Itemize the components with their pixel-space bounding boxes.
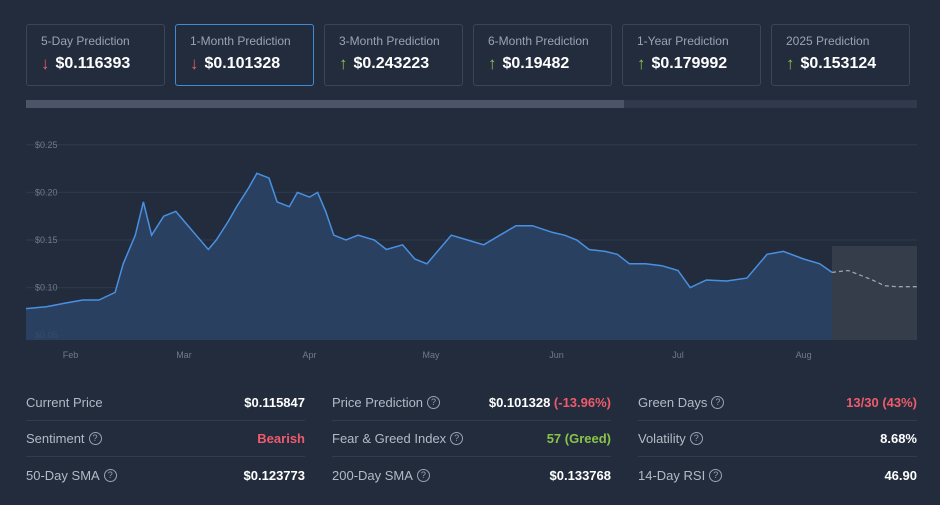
stat-label: Current Price	[26, 395, 103, 410]
stat-200-day-sma: 200-Day SMA? $0.133768	[332, 457, 611, 493]
card-label: 2025 Prediction	[786, 34, 870, 48]
arrow-up-icon: ↑	[488, 54, 497, 73]
stat-green-days: Green Days? 13/30 (43%)	[638, 385, 917, 421]
card-label: 1-Year Prediction	[637, 34, 729, 48]
price-chart: $0.25$0.20$0.15$0.10$0.05FebMarAprMayJun…	[25, 140, 917, 360]
chart-scrollbar[interactable]	[26, 100, 917, 108]
stats-table: Current Price $0.115847 Price Prediction…	[26, 385, 917, 493]
arrow-down-icon: ↓	[41, 54, 50, 73]
stat-value: 46.90	[884, 467, 917, 483]
x-tick-label: May	[422, 350, 440, 360]
x-tick-label: Apr	[302, 350, 316, 360]
help-icon[interactable]: ?	[711, 396, 725, 409]
stat-label: Price Prediction	[332, 395, 424, 410]
x-tick-label: Feb	[63, 350, 79, 360]
card-label: 3-Month Prediction	[339, 34, 440, 48]
card-value: $0.179992	[651, 55, 728, 72]
prediction-cards: 5-Day Prediction ↓ $0.116393 1-Month Pred…	[26, 24, 910, 86]
stat-label: Sentiment	[26, 431, 85, 446]
y-tick-label: $0.10	[35, 283, 58, 293]
card-6-month[interactable]: 6-Month Prediction ↑ $0.19482	[473, 24, 612, 86]
prediction-line	[831, 269, 917, 288]
y-tick-label: $0.15	[35, 235, 58, 245]
x-tick-label: Mar	[176, 350, 192, 360]
stat-label: Volatility	[638, 431, 686, 446]
arrow-down-icon: ↓	[190, 54, 199, 73]
stat-label: Green Days	[638, 395, 708, 410]
help-icon[interactable]: ?	[416, 468, 430, 482]
stat-value: 13/30 (43%)	[846, 395, 917, 410]
stat-change: (-13.96%)	[553, 395, 611, 410]
stat-value: $0.123773	[243, 467, 305, 483]
stats-row: Sentiment? Bearish Fear & Greed Index? 5…	[26, 421, 917, 457]
card-label: 5-Day Prediction	[41, 34, 130, 48]
card-value: $0.116393	[55, 55, 131, 72]
card-3-month[interactable]: 3-Month Prediction ↑ $0.243223	[324, 24, 463, 86]
stat-fear-greed: Fear & Greed Index? 57 (Greed)	[332, 421, 611, 457]
stat-50-day-sma: 50-Day SMA? $0.123773	[26, 457, 305, 493]
stats-row: Current Price $0.115847 Price Prediction…	[26, 385, 917, 421]
arrow-up-icon: ↑	[786, 54, 795, 73]
card-label: 6-Month Prediction	[488, 34, 589, 48]
x-tick-label: Aug	[796, 350, 812, 360]
stat-label: 200-Day SMA	[332, 467, 413, 483]
help-icon[interactable]: ?	[709, 468, 723, 482]
stat-volatility: Volatility? 8.68%	[638, 421, 917, 457]
card-2025[interactable]: 2025 Prediction ↑ $0.153124	[771, 24, 910, 86]
card-value: $0.243223	[353, 55, 430, 72]
stat-value: $0.133768	[549, 467, 611, 483]
stat-price-prediction: Price Prediction? $0.101328 (-13.96%)	[332, 385, 611, 421]
help-icon[interactable]: ?	[427, 396, 441, 409]
x-tick-label: Jul	[672, 350, 684, 360]
arrow-up-icon: ↑	[339, 54, 348, 73]
card-value: $0.153124	[800, 55, 877, 72]
help-icon[interactable]: ?	[689, 432, 703, 445]
stat-value: $0.115847	[244, 395, 305, 410]
stat-14-day-rsi: 14-Day RSI? 46.90	[638, 457, 917, 493]
stat-label: 50-Day SMA	[26, 467, 100, 483]
card-value: $0.101328	[204, 55, 281, 72]
y-tick-label: $0.25	[35, 140, 58, 150]
help-icon[interactable]: ?	[103, 468, 117, 482]
card-1-year[interactable]: 1-Year Prediction ↑ $0.179992	[622, 24, 761, 86]
stat-value: 8.68%	[880, 431, 917, 446]
arrow-up-icon: ↑	[637, 54, 646, 73]
stat-current-price: Current Price $0.115847	[26, 385, 305, 421]
prediction-area	[831, 246, 917, 340]
stat-value: Bearish	[257, 431, 305, 446]
help-icon[interactable]: ?	[88, 432, 102, 445]
y-tick-label: $0.20	[35, 187, 58, 197]
card-label: 1-Month Prediction	[190, 34, 291, 48]
stat-value: 57 (Greed)	[546, 431, 611, 446]
historical-line	[25, 172, 833, 310]
stat-sentiment: Sentiment? Bearish	[26, 421, 305, 457]
card-1-month[interactable]: 1-Month Prediction ↓ $0.101328	[175, 24, 314, 86]
card-value: $0.19482	[502, 55, 570, 72]
card-5-day[interactable]: 5-Day Prediction ↓ $0.116393	[26, 24, 165, 86]
scrollbar-thumb[interactable]	[26, 100, 624, 108]
historical-area	[26, 173, 832, 340]
stat-label: Fear & Greed Index	[332, 431, 447, 446]
x-tick-label: Jun	[549, 350, 564, 360]
stat-value: $0.101328	[488, 395, 551, 410]
stat-label: 14-Day RSI	[638, 467, 706, 483]
stats-row: 50-Day SMA? $0.123773 200-Day SMA? $0.13…	[26, 457, 917, 493]
help-icon[interactable]: ?	[450, 432, 464, 445]
